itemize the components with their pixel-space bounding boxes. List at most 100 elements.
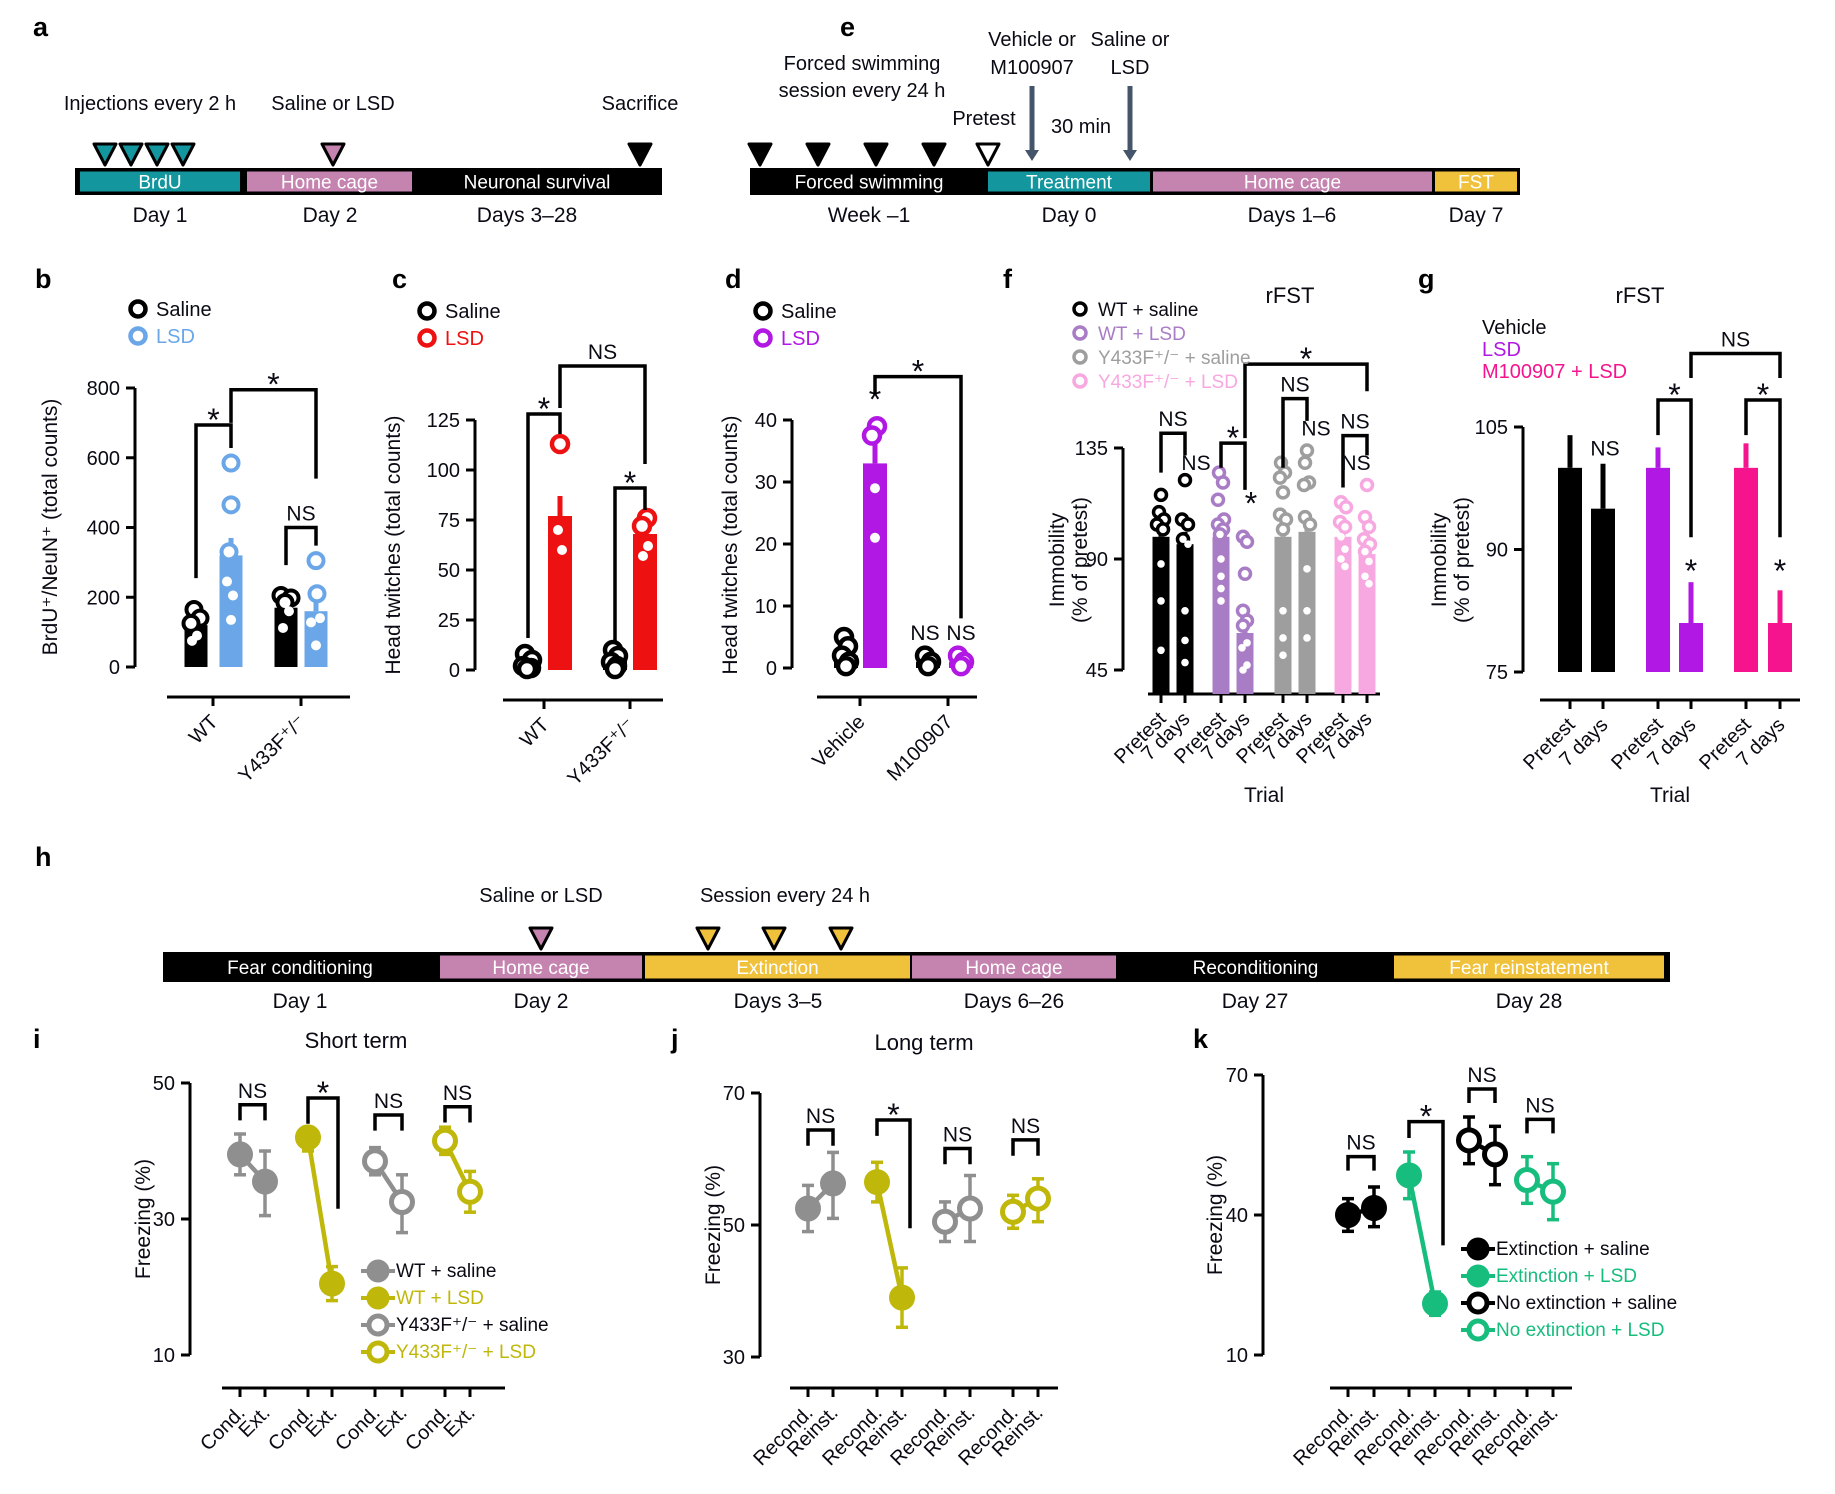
segment-label: Home cage (281, 173, 378, 194)
bar (1591, 508, 1615, 672)
legend-label: Y433F⁺/⁻ + saline (1098, 348, 1251, 369)
data-point (549, 433, 571, 455)
sig-label: * (538, 391, 550, 427)
y-axis-title: Immobility (1046, 512, 1069, 607)
timeline-annotation: Saline or LSD (479, 885, 602, 907)
data-point (820, 1170, 846, 1197)
x-tick-label: Ext. (440, 1402, 480, 1442)
bar (548, 516, 572, 670)
y-tick-label: 800 (87, 378, 120, 400)
data-point (295, 1124, 321, 1151)
day-label: Day 0 (1042, 204, 1097, 227)
legend-marker (1466, 1291, 1490, 1315)
data-point (222, 576, 232, 587)
legend-label: LSD (1482, 339, 1521, 361)
legend-label: WT + LSD (396, 1288, 484, 1309)
y-axis-title: Freezing (%) (702, 1165, 725, 1285)
y-tick-label: 50 (723, 1215, 745, 1237)
significance-bracket (1525, 1117, 1555, 1134)
day-label: Days 1–6 (1248, 204, 1337, 227)
sig-label: * (1757, 377, 1769, 413)
day-label: Day 2 (303, 204, 358, 227)
segment-label: Treatment (1026, 173, 1113, 194)
y-tick-label: 30 (153, 1209, 175, 1231)
timeline-marker-triangle (118, 142, 144, 167)
panel-letter-c: c (392, 264, 408, 294)
bar (219, 555, 243, 667)
significance-bracket (806, 1128, 835, 1146)
data-point (1514, 1167, 1540, 1193)
bar (1176, 544, 1194, 694)
data-point (227, 1141, 253, 1168)
timeline-marker-triangle (92, 142, 118, 167)
data-point (307, 584, 327, 604)
data-point (457, 1178, 483, 1205)
data-point (1299, 443, 1315, 458)
sig-label: NS (238, 1080, 267, 1103)
data-point (1237, 566, 1253, 582)
data-point (957, 1195, 983, 1222)
significance-bracket (1656, 398, 1693, 538)
sig-label: NS (1301, 418, 1330, 441)
legend-marker (1072, 349, 1088, 365)
sig-label: NS (443, 1082, 472, 1105)
significance-bracket (194, 423, 233, 579)
chart-title: rFST (1266, 283, 1315, 308)
sig-label: * (1774, 553, 1786, 589)
timeline-segment (1394, 955, 1664, 979)
y-tick-label: 30 (755, 472, 777, 494)
y-tick-label: 0 (449, 660, 460, 682)
y-axis-title: Head twitches (total counts) (719, 415, 742, 674)
data-point (1337, 533, 1345, 541)
data-point (1296, 477, 1312, 493)
significance-bracket (373, 1113, 404, 1131)
legend-marker (128, 326, 148, 346)
significance-bracket (306, 1096, 340, 1209)
data-point (228, 590, 238, 601)
bar (1358, 554, 1376, 694)
data-point (1210, 492, 1226, 508)
sig-label: * (624, 465, 636, 501)
data-point (1279, 651, 1287, 659)
legend-marker (128, 299, 148, 319)
data-point (1341, 545, 1349, 553)
y-tick-label: 30 (723, 1347, 745, 1369)
data-point (252, 1168, 278, 1195)
data-point (221, 495, 241, 515)
timeline-segment (1153, 171, 1432, 192)
significance-bracket (943, 1146, 972, 1165)
data-point (1361, 1195, 1387, 1221)
y-tick-label: 10 (755, 596, 777, 618)
data-point (1181, 636, 1189, 645)
data-point (1212, 527, 1228, 542)
timeline-marker-triangle (170, 142, 196, 167)
legend-label: No extinction + LSD (1496, 1320, 1664, 1341)
significance-bracket (1219, 441, 1247, 490)
significance-bracket (284, 525, 318, 566)
legend-marker (1466, 1264, 1490, 1288)
legend-label: Y433F⁺/⁻ + saline (396, 1315, 549, 1336)
data-point (553, 525, 563, 535)
segment-label: Neuronal survival (464, 173, 611, 194)
legend-marker (1466, 1237, 1490, 1261)
bar (1734, 467, 1758, 672)
legend-label: Vehicle (1482, 317, 1547, 339)
data-point (1272, 470, 1288, 485)
data-point (306, 551, 326, 571)
x-tick-label: Y433F⁺/⁻ (563, 714, 639, 790)
segment-label: FST (1458, 173, 1494, 194)
timeline-annotation: Forced swimming (784, 53, 941, 75)
legend-marker (366, 1286, 390, 1310)
data-point (835, 655, 857, 677)
panel-letter-k: k (1193, 1024, 1209, 1054)
data-point (1297, 455, 1313, 471)
legend-marker (1072, 373, 1088, 389)
y-axis-title: (% of pretest) (1451, 497, 1474, 623)
legend-label: WT + saline (1098, 300, 1199, 321)
x-tick-label: WT (185, 711, 223, 749)
data-point (1238, 644, 1246, 652)
sig-label: NS (1158, 408, 1187, 431)
y-tick-label: 600 (87, 448, 120, 470)
legend-label: LSD (445, 328, 484, 350)
